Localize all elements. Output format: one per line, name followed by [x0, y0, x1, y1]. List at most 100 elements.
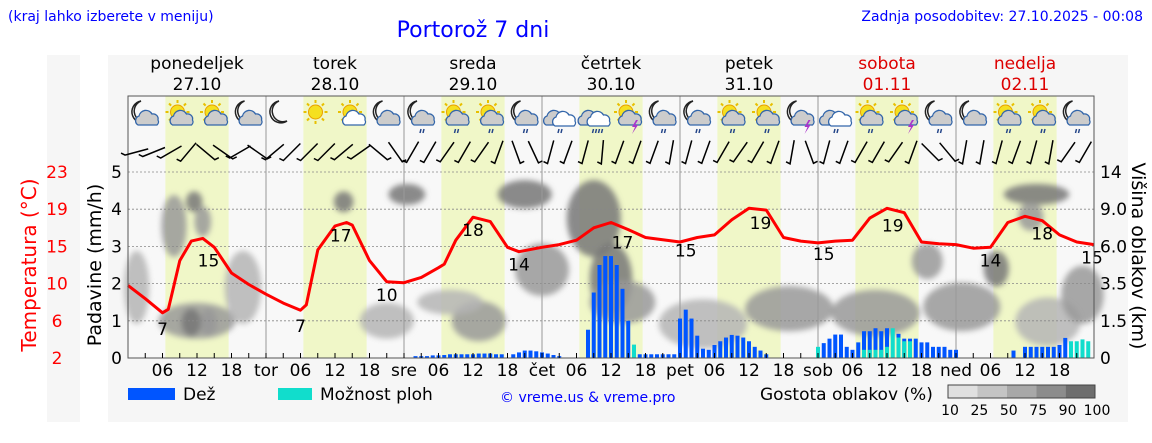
rain-bar — [695, 335, 700, 358]
convective-bar — [902, 341, 907, 358]
moon-cloud-icon — [372, 100, 401, 126]
wind-barb — [868, 141, 886, 164]
density-scale-tick: 10 — [941, 403, 959, 419]
rain-bar — [1040, 346, 1045, 358]
sun-cloud-rain-icon — [1028, 100, 1057, 134]
wind-barb — [958, 140, 968, 165]
x-day-label: ned — [940, 361, 972, 381]
precip-tick-label: 3 — [111, 237, 122, 257]
day-date: 27.10 — [173, 75, 222, 95]
x-hour-label: 06 — [980, 361, 1002, 381]
temperature-label: 14 — [508, 256, 530, 276]
precip-tick-label: 0 — [111, 349, 122, 369]
wind-barb — [176, 142, 197, 163]
x-hour-label: 18 — [359, 361, 381, 381]
rain-bar — [603, 256, 608, 358]
temperature-label: 18 — [1031, 225, 1053, 245]
rain-bar — [856, 342, 861, 358]
wind-barb — [511, 140, 525, 165]
x-hour-label: 06 — [704, 361, 726, 381]
day-date: 02.11 — [1001, 75, 1050, 95]
x-day-label: sre — [391, 361, 417, 381]
density-scale-tick: 100 — [1084, 403, 1111, 419]
x-hour-label: 12 — [324, 361, 346, 381]
wind-barb — [279, 142, 301, 162]
legend-rain-swatch — [128, 388, 175, 400]
rain-bar — [494, 354, 498, 358]
rain-bar — [827, 338, 832, 358]
rain-bar — [948, 349, 953, 358]
wind-barb — [1026, 140, 1038, 165]
wind-barb — [681, 140, 693, 165]
sun-cloud-rain-icon — [717, 100, 746, 134]
wind-barb — [884, 141, 904, 163]
rain-bar — [752, 346, 757, 358]
cloud-heavy-rain-icon — [577, 109, 611, 134]
rain-bar — [609, 256, 613, 358]
rain-bar — [724, 337, 728, 358]
sun-cloud-icon — [200, 100, 229, 126]
rain-bar — [482, 353, 487, 358]
wind-barb — [470, 141, 490, 163]
cloud-density-blob — [1061, 265, 1104, 324]
rain-bar — [844, 346, 849, 358]
temperature-label: 7 — [157, 320, 168, 340]
wind-barb — [596, 139, 605, 166]
wind-barb — [835, 140, 849, 165]
wind-barb — [402, 141, 420, 164]
rain-bar — [459, 354, 464, 358]
wind-barb — [645, 140, 659, 165]
rain-bar — [499, 354, 504, 358]
rain-bar — [712, 344, 717, 358]
wind-barb — [1075, 141, 1093, 164]
cloud-density-blob — [388, 183, 426, 205]
temperature-line — [127, 206, 1095, 315]
day-date: 01.11 — [863, 75, 912, 95]
wind-barb — [120, 148, 149, 156]
wind-barb — [766, 140, 780, 165]
convective-bar — [816, 346, 820, 358]
cloud-density-blob — [745, 286, 834, 332]
cloud-rain-icon — [818, 109, 853, 134]
rain-bar — [614, 265, 619, 358]
wind-barb — [225, 145, 251, 159]
wind-barb — [454, 141, 472, 164]
rain-bar — [465, 354, 470, 358]
cloud-density-blob — [359, 302, 414, 339]
temp-tick-label: 2 — [52, 349, 63, 369]
cloud-height-tick-label: 14 — [1100, 163, 1122, 183]
density-scale-swatch — [1036, 385, 1066, 398]
rain-bar — [591, 292, 596, 358]
sun-cloud-rain-icon — [855, 100, 884, 134]
precip-tick-label: 2 — [111, 275, 122, 295]
convective-bar — [885, 346, 889, 358]
temperature-label: 19 — [750, 214, 772, 234]
wind-barb — [697, 140, 711, 165]
rain-bar — [913, 338, 918, 358]
credit-link: © vreme.us & vreme.pro — [500, 390, 675, 406]
wind-barb — [1056, 141, 1076, 163]
rain-bar — [862, 331, 866, 358]
rain-bar — [1028, 346, 1033, 358]
cloud-density-blob — [200, 308, 217, 337]
temp-tick-label: 10 — [46, 275, 68, 295]
precip-axis-title: Padavine (mm/h) — [84, 184, 106, 347]
convective-bar — [632, 344, 636, 358]
x-hour-label: 18 — [773, 361, 795, 381]
x-day-label: sob — [803, 361, 833, 381]
cloud-height-tick-label: 3.5 — [1100, 275, 1127, 295]
cloud-density-blob — [194, 206, 212, 238]
density-scale-swatch — [948, 385, 978, 398]
moon-thunder-icon — [786, 100, 815, 134]
rain-bar — [931, 346, 935, 358]
sun-cloud-rain-icon — [752, 100, 781, 134]
temperature-label: 15 — [675, 242, 697, 262]
x-hour-label: 12 — [876, 361, 898, 381]
rain-bar — [597, 265, 602, 358]
legend-convective-swatch — [278, 388, 312, 400]
last-updated: Zadnja posodobitev: 27.10.2025 - 00:08 — [861, 9, 1143, 25]
temp-tick-label: 19 — [46, 200, 68, 220]
convective-bar — [890, 328, 895, 358]
day-date: 28.10 — [311, 75, 360, 95]
rain-bar — [517, 352, 521, 358]
